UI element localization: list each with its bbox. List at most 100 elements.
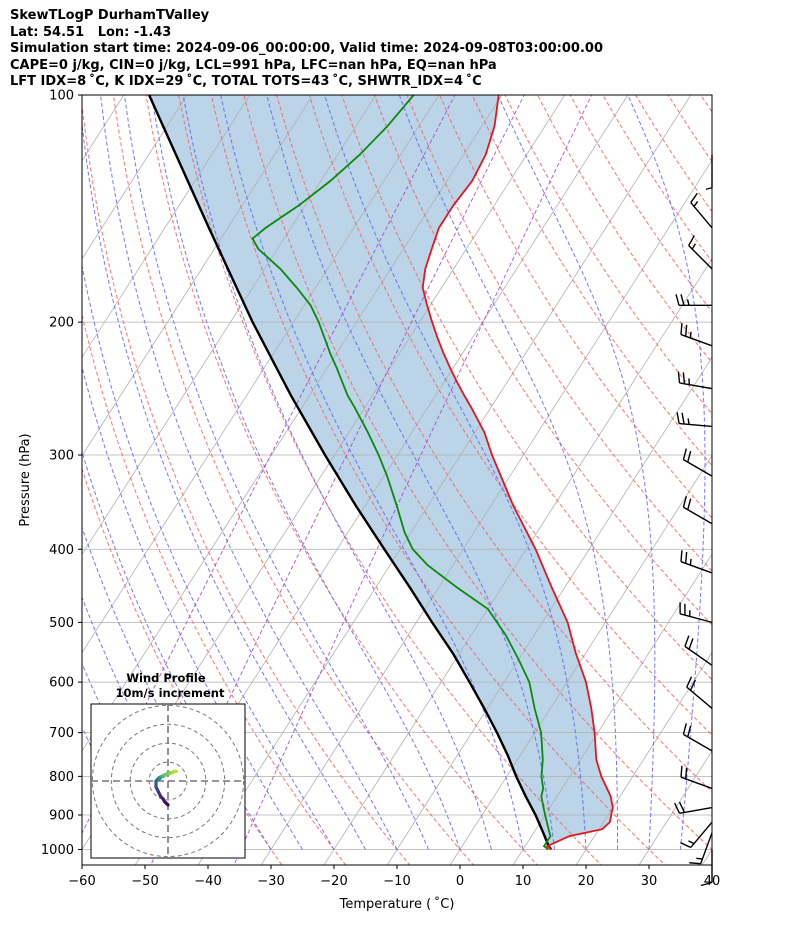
isotherm-line: [82, 95, 440, 654]
wind-barb-staff: [679, 422, 713, 428]
wind-barb-half-flag: [693, 200, 699, 207]
isotherm-line: [197, 95, 692, 865]
wind-barb-half-flag: [688, 840, 695, 845]
isotherm-line: [575, 651, 712, 865]
wind-barb-flag: [682, 448, 688, 460]
moist-adiabat-line: [182, 95, 492, 850]
wind-barb-staff: [680, 333, 713, 347]
dry-adiabat-line: [243, 95, 712, 851]
y-tick-label: 800: [49, 770, 74, 785]
parcel-temperature-fill: [149, 95, 613, 850]
wind-barb-flag: [680, 323, 683, 335]
dry-adiabat-line: [373, 95, 712, 626]
dewpoint-line: [251, 95, 552, 851]
wind-barb-half-flag: [705, 187, 713, 190]
wind-barb-flag: [690, 192, 698, 203]
wind-barb-staff: [688, 245, 713, 270]
mixing-ratio-line: [233, 95, 593, 865]
wind-barb-staff: [690, 821, 713, 848]
hodograph-inset: Wind Profile 10m/s increment: [90, 671, 246, 859]
moist-adiabat-line: [744, 95, 794, 850]
dry-adiabat-line: [700, 95, 712, 113]
wind-barb-flag: [680, 842, 692, 849]
moist-adiabat-line: [711, 845, 712, 850]
isotherm-line: [82, 95, 188, 260]
hodograph-rings: [91, 704, 245, 858]
moist-adiabat-line: [324, 95, 587, 850]
isotherm-line: [737, 60, 794, 909]
wind-barb-flag: [676, 412, 680, 424]
wind-barb-half-flag: [691, 243, 696, 250]
wind-barb-flag: [680, 294, 685, 306]
wind-barb-flag: [682, 496, 688, 508]
wind-barb-staff: [679, 613, 713, 624]
wind-barb-flag: [687, 725, 692, 738]
wind-barb-half-flag: [689, 331, 692, 339]
y-tick-label: 900: [49, 808, 74, 823]
moist-adiabat-line: [266, 95, 555, 850]
moist-adiabat-line: [220, 95, 524, 850]
wind-barb-staff: [683, 506, 713, 525]
wind-barb-flag: [684, 767, 688, 779]
temperature-line: [421, 95, 614, 851]
wind-barb-flag: [675, 294, 680, 306]
stability-indices: LFT IDX=8 ˚C, K IDX=29 ˚C, TOTAL TOTS=43…: [10, 74, 482, 89]
wind-barb-flag: [700, 881, 713, 887]
wind-barb-flag: [687, 498, 692, 510]
wind-barb-flag: [677, 371, 681, 383]
wind-barb-staff: [680, 561, 713, 574]
dry-adiabat-line: [82, 467, 283, 865]
x-tick-label: −10: [383, 874, 410, 889]
simulation-times: Simulation start time: 2024-09-06_00:00:…: [10, 41, 603, 56]
y-tick-label: 400: [49, 543, 74, 558]
chart-header: SkewTLogP DurhamTValley Lat: 54.51 Lon: …: [10, 8, 603, 91]
dry-adiabat-line: [742, 61, 794, 881]
wind-barb-flag: [689, 679, 696, 691]
x-tick-label: −30: [257, 874, 284, 889]
wind-barb-half-flag: [696, 857, 703, 860]
wind-barb-staff: [683, 733, 713, 752]
y-tick-label: 100: [49, 89, 74, 104]
hodograph-ring: [91, 704, 245, 858]
isotherm-line: [82, 95, 251, 359]
hodograph-subtitle: 10m/s increment: [116, 686, 225, 700]
wind-barb-half-flag: [687, 418, 690, 425]
moist-adiabat-line: [82, 263, 335, 850]
isotherm-line: [0, 60, 20, 909]
mixing-ratio-line: [82, 95, 456, 835]
cape-cin-shading: [149, 95, 613, 850]
x-tick-label: 10: [515, 874, 532, 889]
wind-barb-half-flag: [689, 558, 692, 566]
sounding-profiles: [148, 95, 614, 851]
station-location: Lat: 54.51 Lon: -1.43: [10, 24, 172, 40]
wind-barb-staff: [679, 806, 713, 815]
wind-barb-staff: [684, 645, 713, 666]
isotherm-line: [323, 258, 712, 865]
dry-adiabat-line: [504, 95, 712, 415]
dry-adiabat-line: [439, 95, 712, 519]
moist-adiabat-line: [82, 119, 366, 850]
wind-barbs: [674, 154, 713, 887]
y-tick-label: 1000: [41, 843, 74, 858]
dry-adiabat-line: [178, 95, 602, 865]
x-tick-label: 0: [456, 874, 464, 889]
wind-barb-flag: [684, 635, 690, 647]
x-axis-label: Temperature ( ˚C): [339, 896, 455, 912]
dry-adiabat-line: [341, 95, 712, 681]
wind-barb-flag: [689, 862, 701, 865]
wind-barb-staff: [680, 776, 713, 790]
wind-barb-staff: [686, 686, 713, 709]
wind-barb-half-flag: [686, 299, 690, 306]
wind-barb-flag: [686, 676, 693, 688]
y-tick-label: 600: [49, 676, 74, 691]
dry-adiabat-line: [82, 312, 347, 865]
moist-adiabat-line: [151, 95, 461, 850]
x-tick-label: −60: [68, 874, 95, 889]
moist-adiabat-line: [398, 95, 618, 850]
parcel-path-line: [148, 95, 553, 851]
dry-adiabat-line: [112, 95, 475, 865]
x-tick-label: 30: [641, 874, 658, 889]
x-tick-label: −20: [320, 874, 347, 889]
y-tick-label: 700: [49, 726, 74, 741]
